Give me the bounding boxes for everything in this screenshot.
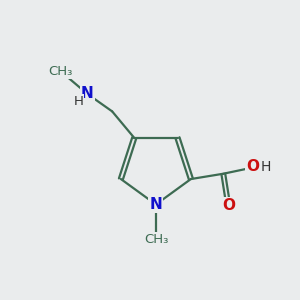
Text: H: H (260, 160, 271, 174)
Text: O: O (247, 159, 260, 174)
Text: CH₃: CH₃ (144, 233, 169, 246)
Text: H: H (74, 94, 84, 108)
Text: CH₃: CH₃ (49, 64, 73, 78)
Text: O: O (222, 198, 235, 213)
Text: N: N (149, 197, 162, 212)
Text: N: N (81, 85, 94, 100)
